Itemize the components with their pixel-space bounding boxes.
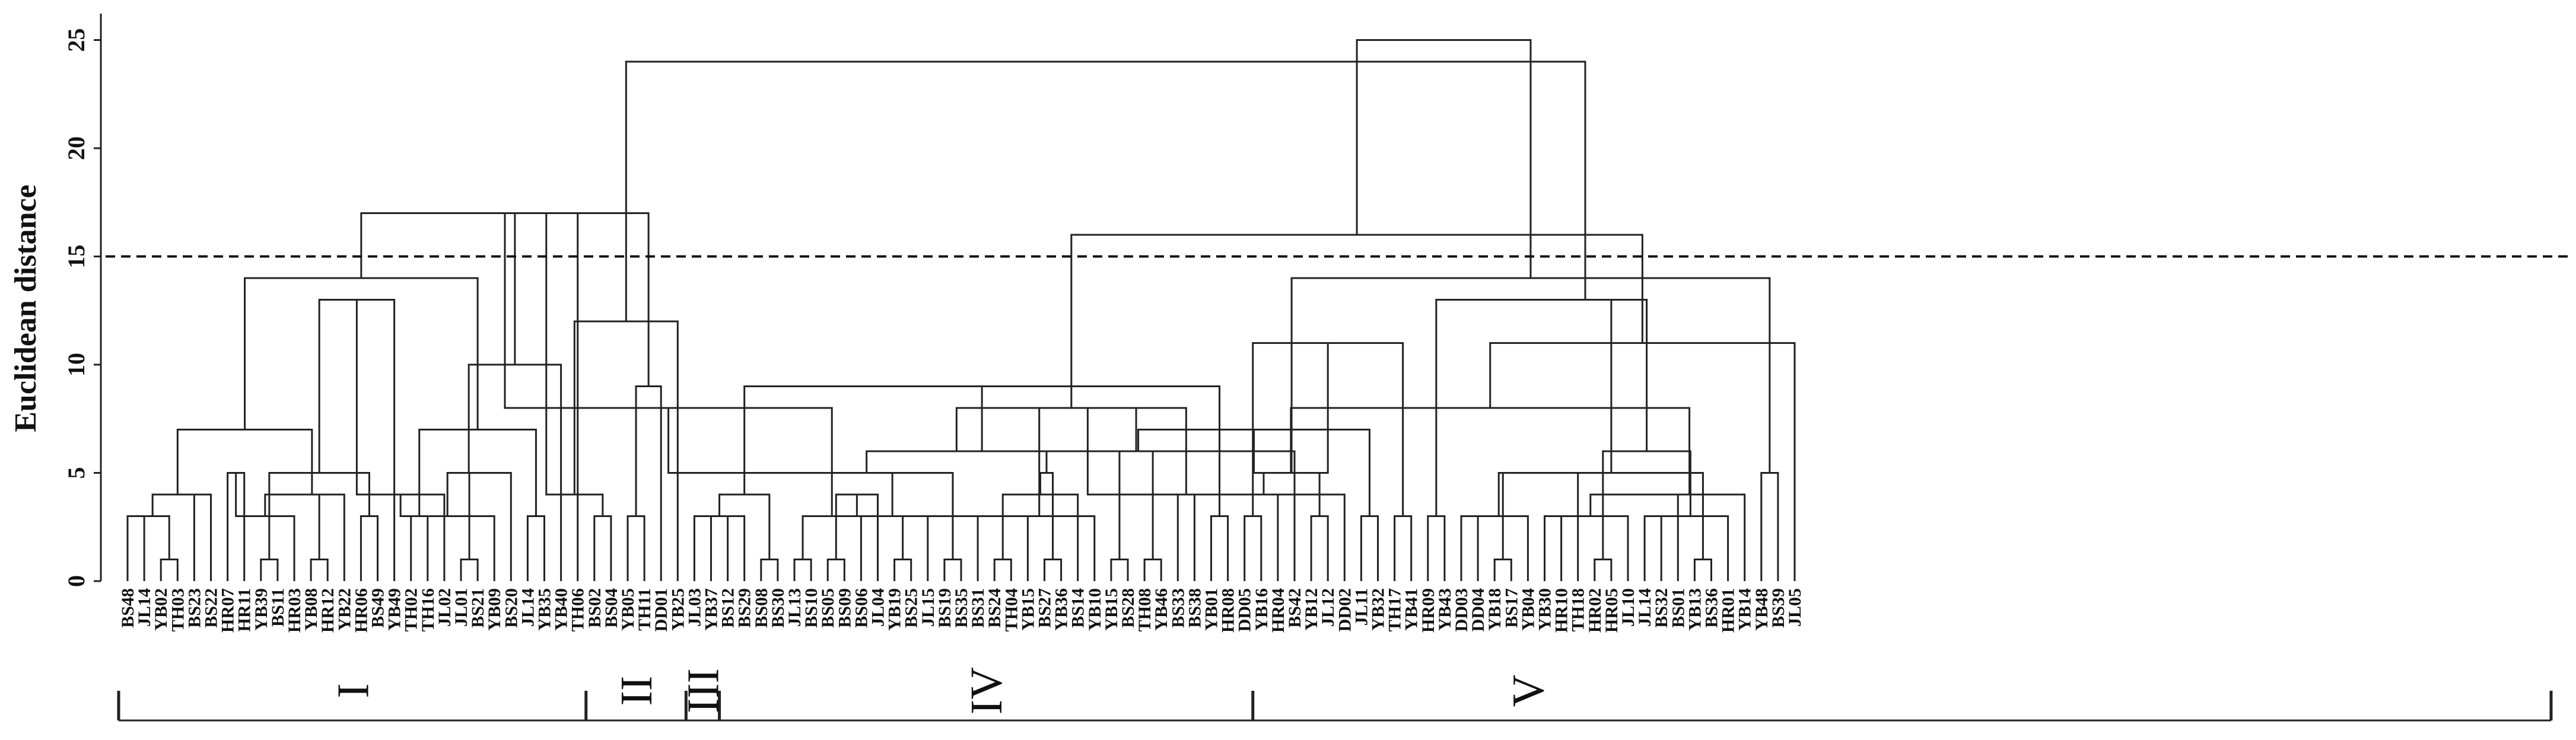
dendrogram-links	[128, 40, 1795, 582]
merge-link	[1111, 560, 1128, 582]
merge-link	[1761, 473, 1778, 582]
merge-link	[1494, 560, 1511, 582]
merge-link	[527, 516, 544, 582]
merge-link	[1503, 473, 1578, 582]
merge-link	[728, 516, 745, 582]
merge-link	[1694, 560, 1711, 582]
group-label: V	[1503, 674, 1553, 707]
merge-link	[1357, 40, 1531, 279]
merge-link	[1311, 516, 1328, 582]
merge-link	[1545, 516, 1561, 582]
merge-link	[1361, 516, 1378, 582]
merge-link	[1653, 516, 1728, 582]
y-axis: 0 5 10 15 20 25	[63, 14, 101, 587]
merge-link	[903, 516, 978, 582]
group-label: IV	[962, 667, 1012, 715]
merge-link	[1553, 516, 1628, 582]
leaf-labels: BS48JL14YB02TH03BS23BS22HR07HR11YB39BS11…	[118, 588, 1805, 633]
merge-link	[636, 387, 661, 582]
y-tick-label: 10	[63, 353, 90, 377]
merge-link	[194, 495, 211, 581]
merge-link	[944, 560, 961, 582]
merge-link	[311, 560, 327, 582]
y-tick-label: 20	[63, 136, 90, 160]
merge-link	[136, 516, 169, 560]
merge-link	[1144, 560, 1161, 582]
y-axis-title: Euclidean distance	[9, 184, 43, 432]
y-tick-label: 15	[63, 245, 90, 269]
merge-link	[1003, 495, 1077, 581]
merge-link	[1645, 516, 1661, 582]
merge-link	[411, 516, 428, 582]
merge-link	[1428, 516, 1445, 582]
merge-link	[1045, 560, 1061, 582]
merge-link	[1120, 451, 1153, 560]
merge-link	[867, 451, 1047, 473]
group-label: II	[612, 676, 662, 706]
merge-link	[594, 516, 611, 582]
y-tick-label: 25	[63, 28, 90, 52]
merge-link	[794, 560, 811, 582]
merge-link	[361, 516, 377, 582]
group-brackets: I II III IV V	[119, 667, 2551, 720]
merge-link	[1292, 278, 1770, 473]
merge-link	[261, 560, 278, 582]
merge-link	[1178, 495, 1194, 581]
merge-link	[828, 560, 844, 582]
merge-link	[245, 278, 478, 430]
merge-link	[694, 516, 711, 582]
merge-link	[895, 560, 911, 582]
merge-link	[128, 516, 144, 582]
merge-link	[574, 321, 678, 581]
y-tick-label: 5	[63, 467, 90, 479]
merge-link	[994, 560, 1011, 582]
merge-link	[1461, 516, 1478, 582]
merge-link	[761, 560, 778, 582]
merge-link	[982, 387, 1295, 582]
merge-link	[1211, 516, 1228, 582]
merge-link	[469, 473, 511, 582]
merge-link	[1395, 516, 1411, 582]
merge-link	[1490, 343, 1795, 582]
leaf-label: JL05	[1785, 588, 1805, 627]
merge-link	[1499, 473, 1540, 516]
merge-link	[1524, 300, 1646, 452]
merge-link	[1595, 560, 1611, 582]
group-label: III	[678, 668, 728, 713]
merge-link	[357, 300, 444, 582]
merge-link	[305, 495, 320, 560]
merge-link	[161, 560, 177, 582]
merge-link	[669, 408, 892, 516]
merge-link	[1245, 516, 1261, 582]
merge-link	[1071, 235, 1643, 408]
group-label: I	[328, 683, 378, 698]
merge-link	[628, 516, 644, 582]
merge-link	[461, 560, 478, 582]
y-tick-label: 0	[63, 575, 90, 587]
merge-link	[626, 62, 1585, 321]
